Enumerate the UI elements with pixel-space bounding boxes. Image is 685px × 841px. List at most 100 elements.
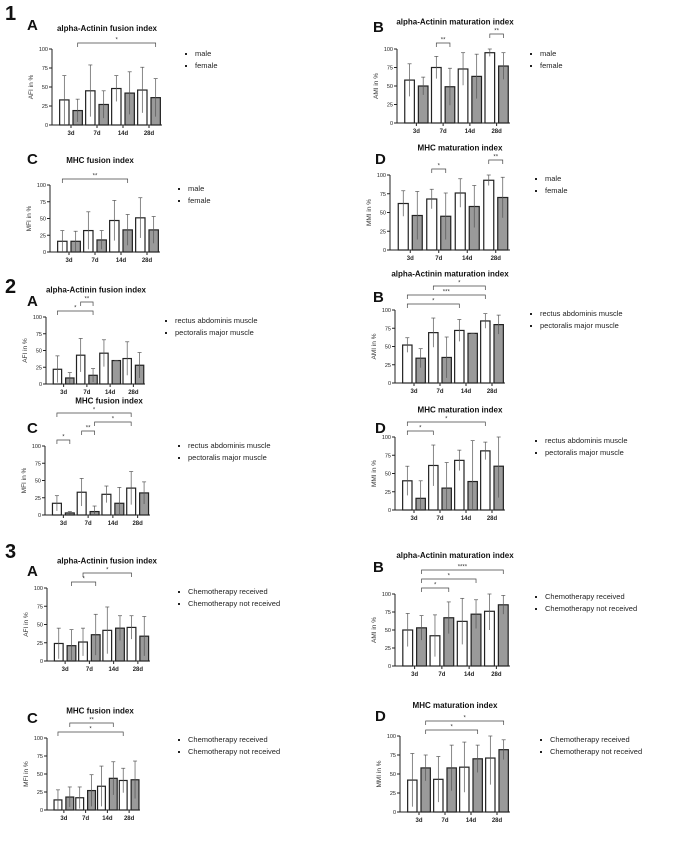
x-tick-label: 7d	[93, 131, 100, 137]
legend-marker	[530, 53, 532, 55]
legend-label: female	[195, 61, 218, 70]
y-tick-label: 100	[32, 444, 41, 450]
legend-label: male	[540, 49, 556, 58]
y-axis-label: AFI in %	[22, 338, 29, 363]
panel-label: D	[375, 708, 386, 725]
y-tick-label: 25	[385, 646, 391, 652]
x-tick-label: 3d	[413, 129, 420, 135]
y-axis-label: AMI in %	[373, 73, 380, 99]
x-tick-label: 3d	[60, 521, 67, 527]
significance-bracket	[80, 301, 94, 306]
significance-label: *	[434, 583, 437, 589]
legend-marker	[185, 53, 187, 55]
y-axis-label: MMI in %	[366, 199, 373, 226]
panel-label: C	[27, 420, 38, 437]
legend-label: female	[540, 61, 563, 70]
legend-label: male	[188, 184, 204, 193]
significance-label: **	[93, 174, 98, 180]
x-tick-label: 7d	[441, 818, 448, 824]
legend-marker	[530, 65, 532, 67]
x-tick-label: 3d	[410, 516, 417, 522]
significance-bracket	[425, 729, 479, 734]
y-tick-label: 100	[384, 47, 393, 53]
x-tick-label: 7d	[436, 389, 443, 395]
x-tick-label: 14d	[461, 389, 472, 395]
legend-label: Chemotherapy received	[550, 735, 630, 744]
legend-marker	[535, 608, 537, 610]
y-tick-label: 0	[40, 659, 43, 665]
significance-label: *	[106, 568, 109, 574]
significance-label: *	[464, 716, 467, 722]
legend-label: rectus abdominis muscle	[188, 441, 271, 450]
y-tick-label: 50	[35, 479, 41, 485]
x-tick-label: 3d	[65, 258, 72, 264]
y-tick-label: 75	[380, 192, 386, 198]
legend-marker	[178, 751, 180, 753]
chart-3c: C MHC fusion index 0 25 50 75 100 MFI in % 3d 7d 1…	[23, 707, 280, 823]
x-tick-label: 7d	[83, 390, 90, 396]
bar	[467, 332, 478, 384]
y-tick-label: 25	[387, 103, 393, 109]
x-tick-label: 28d	[491, 129, 502, 135]
significance-label: **	[89, 718, 94, 724]
y-tick-label: 100	[387, 734, 396, 740]
significance-bracket	[406, 421, 486, 426]
y-tick-label: 75	[387, 66, 393, 72]
x-tick-label: 7d	[435, 256, 442, 262]
significance-label: *	[62, 435, 65, 441]
x-tick-label: 28d	[491, 672, 502, 678]
significance-bracket	[69, 722, 114, 727]
chart-title: MHC fusion index	[66, 707, 134, 716]
legend-marker	[185, 65, 187, 67]
significance-label: *	[82, 577, 85, 583]
y-tick-label: 25	[40, 233, 46, 239]
legend-label: female	[545, 186, 568, 195]
panel-label: B	[373, 19, 384, 36]
x-tick-label: 14d	[461, 516, 472, 522]
significance-bracket	[435, 42, 451, 47]
y-axis-label: MMI in %	[371, 460, 378, 487]
y-tick-label: 75	[37, 604, 43, 610]
significance-bracket	[94, 421, 132, 426]
x-tick-label: 28d	[491, 256, 502, 262]
legend-marker	[540, 751, 542, 753]
y-axis-label: AMI in %	[371, 617, 378, 643]
legend-marker	[530, 313, 532, 315]
x-tick-label: 14d	[462, 256, 473, 262]
legend-marker	[178, 603, 180, 605]
y-tick-label: 50	[390, 772, 396, 778]
chart-2d: D MHC maturation index 0 25 50 75 100 MMI in % 3…	[371, 406, 628, 523]
significance-label: *	[432, 299, 435, 305]
x-tick-label: 3d	[415, 818, 422, 824]
significance-label: *	[448, 574, 451, 580]
legend-label: Chemotherapy received	[188, 735, 268, 744]
bar	[483, 179, 495, 251]
y-axis-label: MFI in %	[26, 205, 33, 231]
x-tick-label: 3d	[62, 667, 69, 673]
y-tick-label: 25	[385, 363, 391, 369]
legend-marker	[165, 332, 167, 334]
chart-title: MHC maturation index	[418, 144, 503, 153]
y-tick-label: 100	[34, 586, 43, 592]
chart-1d: D MHC maturation index 0 25 50 75 100 MMI in % 3…	[366, 144, 568, 263]
legend-marker	[535, 178, 537, 180]
y-tick-label: 75	[36, 332, 42, 338]
legend-label: Chemotherapy not received	[188, 599, 280, 608]
significance-bracket	[421, 587, 450, 592]
chart-3d: D MHC maturation index 0 25 50 75 100 MMI in % 3…	[375, 701, 642, 824]
y-tick-label: 50	[37, 772, 43, 778]
significance-bracket	[421, 569, 504, 574]
x-tick-label: 7d	[436, 516, 443, 522]
panel-label: A	[27, 563, 38, 580]
chart-title: alpha-Actinin maturation index	[391, 270, 509, 279]
y-tick-label: 100	[382, 592, 391, 598]
y-tick-label: 50	[40, 217, 46, 223]
significance-label: **	[441, 38, 446, 44]
significance-label: **	[493, 155, 498, 161]
legend-marker	[178, 200, 180, 202]
